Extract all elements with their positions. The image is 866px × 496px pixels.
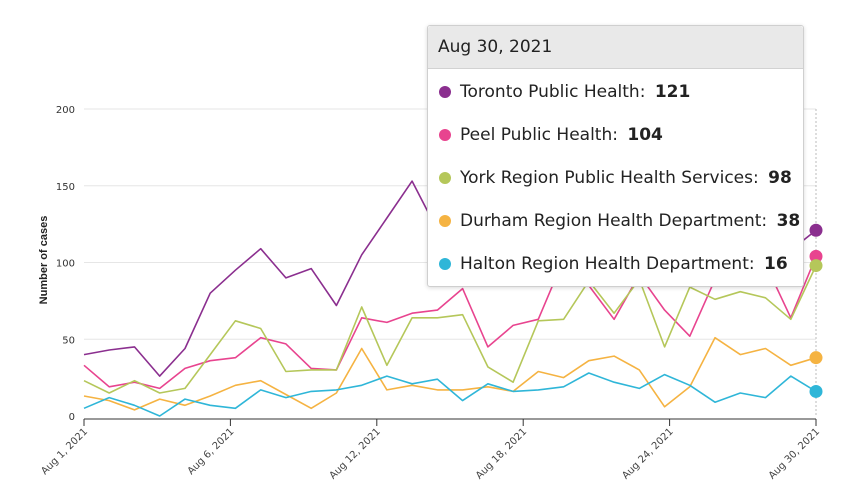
hover-marker[interactable] <box>809 351 823 365</box>
x-tick-label: Aug 12, 2021 <box>328 426 383 481</box>
hover-marker[interactable] <box>809 384 823 398</box>
hover-marker[interactable] <box>809 249 823 263</box>
x-tick-label: Aug 18, 2021 <box>474 426 529 481</box>
tooltip-item: Halton Region Health Department: 16 <box>428 243 803 286</box>
series-color-dot <box>439 258 451 270</box>
hover-markers[interactable] <box>809 223 823 398</box>
y-tick-label: 50 <box>62 335 75 346</box>
tooltip-item: Toronto Public Health: 121 <box>428 71 803 114</box>
x-tick-label: Aug 1, 2021 <box>39 426 90 477</box>
y-tick-label: 100 <box>56 259 75 270</box>
tooltip-list: Toronto Public Health: 121 Peel Public H… <box>428 71 803 286</box>
tooltip-series-name: Durham Region Health Department <box>460 211 762 231</box>
y-tick-label: 150 <box>56 182 75 193</box>
hover-marker[interactable] <box>809 223 823 237</box>
tooltip: Aug 30, 2021 Toronto Public Health: 121 … <box>427 25 804 287</box>
series-lines[interactable] <box>83 180 817 417</box>
y-tick-label: 200 <box>56 105 75 116</box>
series-line[interactable] <box>83 372 817 417</box>
tooltip-series-value: 121 <box>654 82 691 102</box>
x-tick-label: Aug 30, 2021 <box>767 426 822 481</box>
series-line[interactable] <box>83 244 817 390</box>
y-axis-ticks: 0 50 100 150 200 <box>56 105 75 423</box>
series-line[interactable] <box>83 336 817 411</box>
series-color-dot <box>439 215 451 227</box>
series-color-dot <box>439 172 451 184</box>
y-axis-label: Number of cases <box>38 216 50 305</box>
x-tick-label: Aug 24, 2021 <box>620 426 675 481</box>
tooltip-series-value: 98 <box>768 168 792 188</box>
y-tick-label: 0 <box>69 412 75 423</box>
tooltip-item: Peel Public Health: 104 <box>428 114 803 157</box>
tooltip-series-value: 16 <box>764 254 788 274</box>
tooltip-date: Aug 30, 2021 <box>428 26 803 69</box>
tooltip-series-name: Toronto Public Health <box>460 82 640 102</box>
tooltip-series-value: 104 <box>627 125 663 145</box>
tooltip-item: Durham Region Health Department: 38 <box>428 200 803 243</box>
tooltip-item: York Region Public Health Services: 98 <box>428 157 803 200</box>
series-line[interactable] <box>83 265 817 394</box>
tooltip-series-value: 38 <box>776 211 801 231</box>
tooltip-series-name: Halton Region Health Department <box>460 254 749 274</box>
x-axis: Aug 1, 2021 Aug 6, 2021 Aug 12, 2021 Aug 18… <box>39 418 822 482</box>
hover-marker[interactable] <box>809 259 823 273</box>
series-color-dot <box>439 129 451 141</box>
x-tick-label: Aug 6, 2021 <box>186 426 237 477</box>
tooltip-series-name: York Region Public Health Services <box>460 168 753 188</box>
series-color-dot <box>439 86 451 98</box>
tooltip-series-name: Peel Public Health <box>460 125 613 145</box>
